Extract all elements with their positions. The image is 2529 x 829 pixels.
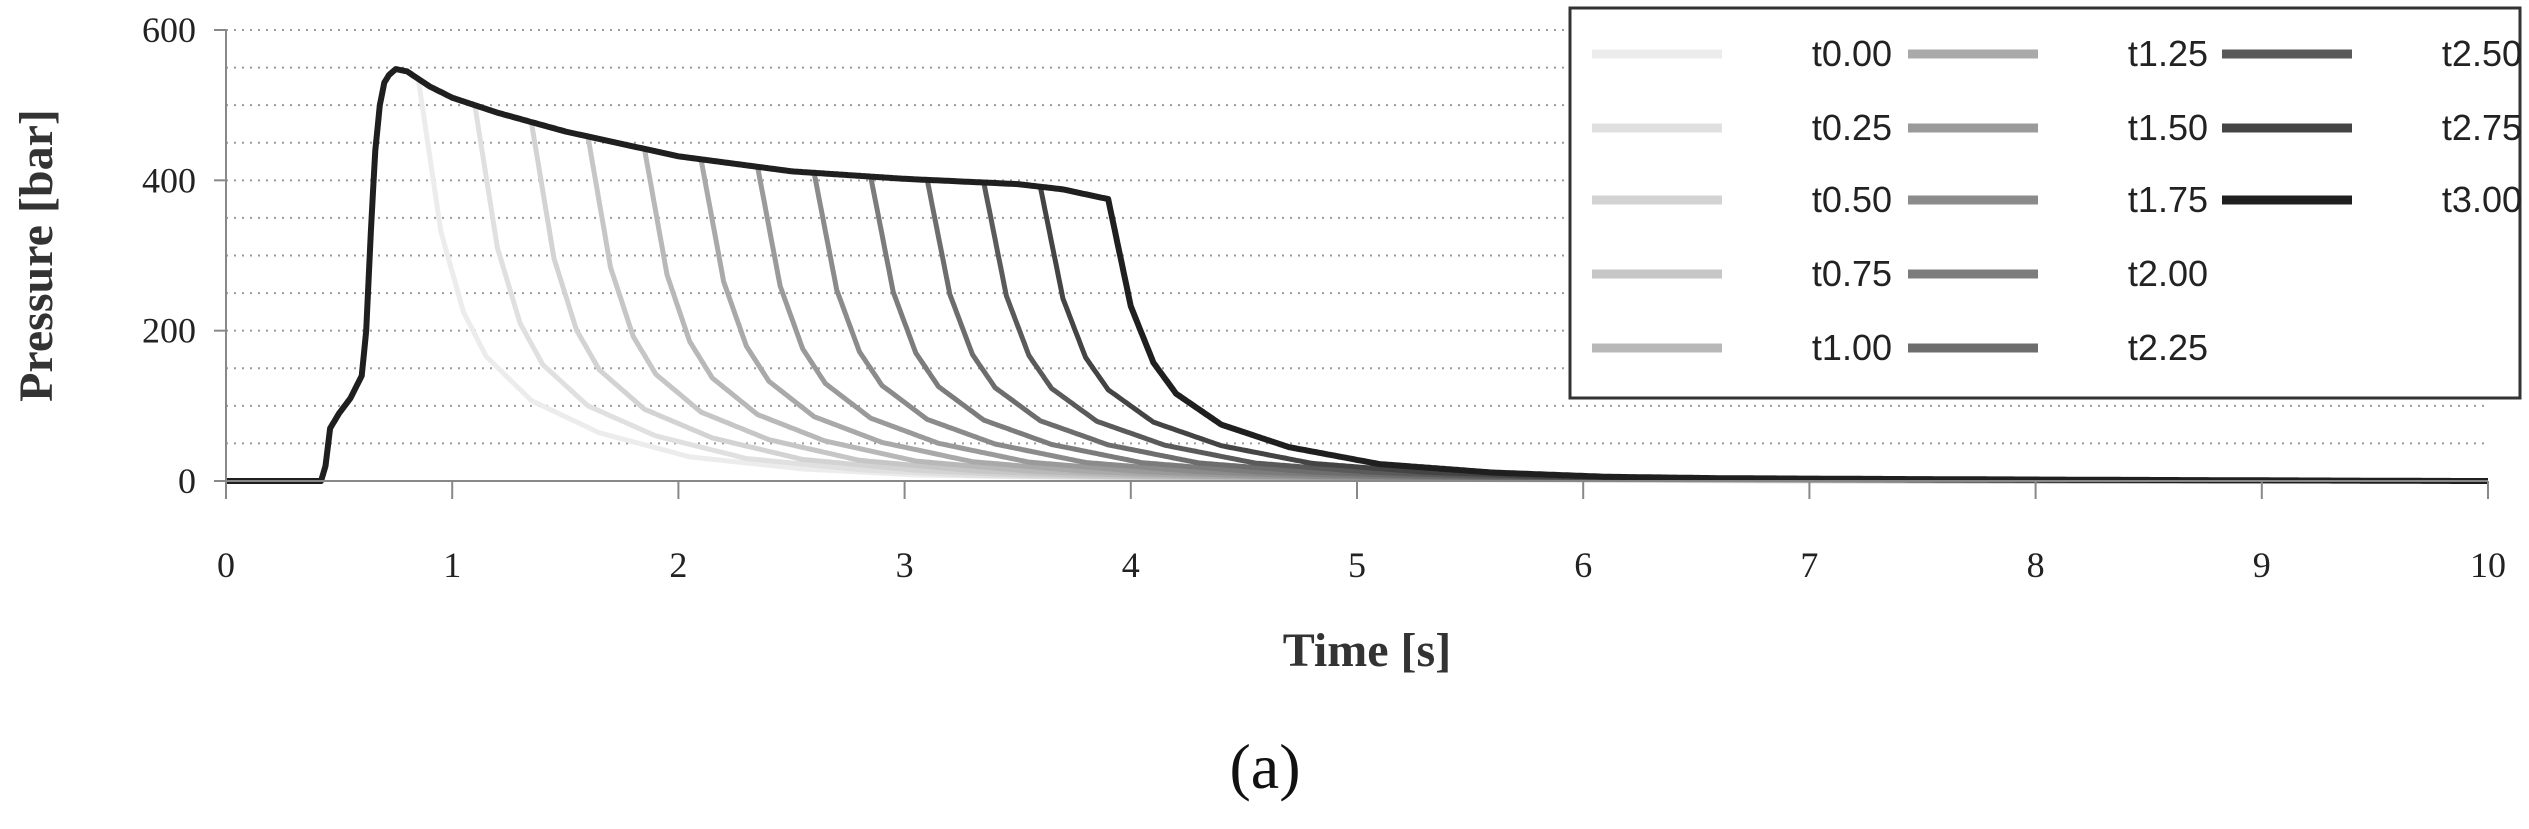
legend-label: t0.00 (1812, 33, 1892, 74)
x-tick-label: 5 (1348, 545, 1366, 585)
legend-label: t3.00 (2442, 179, 2522, 220)
legend-item-t0-25: t0.25 (1592, 107, 1892, 148)
legend-item-t3-00: t3.00 (2222, 179, 2522, 220)
legend-label: t2.50 (2442, 33, 2522, 74)
legend-label: t0.75 (1812, 253, 1892, 294)
x-tick-label: 1 (443, 545, 461, 585)
legend-item-t1-00: t1.00 (1592, 327, 1892, 368)
x-tick-label: 0 (217, 545, 235, 585)
legend-label: t1.00 (1812, 327, 1892, 368)
legend-item-t2-75: t2.75 (2222, 107, 2522, 148)
legend-label: t2.25 (2128, 327, 2208, 368)
x-tick-labels: 0 1 2 3 4 5 6 7 8 9 10 (217, 481, 2506, 585)
legend-item-t0-75: t0.75 (1592, 253, 1892, 294)
y-tick-labels: 0 200 400 600 (142, 10, 226, 501)
legend-item-t0-00: t0.00 (1592, 33, 1892, 74)
legend-label: t1.75 (2128, 179, 2208, 220)
x-tick-label: 10 (2470, 545, 2506, 585)
figure-caption: (a) (1229, 731, 1300, 802)
legend-box (1568, 6, 2522, 400)
legend-label: t2.00 (2128, 253, 2208, 294)
y-tick-label: 0 (178, 461, 196, 501)
y-axis-title: Pressure [bar] (10, 109, 63, 402)
legend-item-t0-50: t0.50 (1592, 179, 1892, 220)
x-tick-label: 4 (1122, 545, 1140, 585)
legend-items: t0.00 t0.25 t0.50 t0.75 t1.00 t1.25 t1.50 t1.75… (1592, 33, 2522, 368)
x-tick-label: 8 (2027, 545, 2045, 585)
x-tick-label: 2 (669, 545, 687, 585)
legend-label: t0.50 (1812, 179, 1892, 220)
legend-label: t2.75 (2442, 107, 2522, 148)
legend: t0.00 t0.25 t0.50 t0.75 t1.00 t1.25 t1.50 t1.75… (1568, 6, 2522, 400)
x-tick-label: 7 (1800, 545, 1818, 585)
legend-label: t1.25 (2128, 33, 2208, 74)
y-tick-label: 200 (142, 311, 196, 351)
x-axis-title: Time [s] (1283, 624, 1451, 677)
y-tick-label: 600 (142, 10, 196, 50)
legend-label: t1.50 (2128, 107, 2208, 148)
legend-item-t2-50: t2.50 (2222, 33, 2522, 74)
legend-item-t1-25: t1.25 (1908, 33, 2208, 74)
legend-item-t1-75: t1.75 (1908, 179, 2208, 220)
legend-item-t2-25: t2.25 (1908, 327, 2208, 368)
legend-item-t2-00: t2.00 (1908, 253, 2208, 294)
y-tick-label: 400 (142, 160, 196, 200)
x-tick-label: 6 (1574, 545, 1592, 585)
legend-item-t1-50: t1.50 (1908, 107, 2208, 148)
legend-label: t0.25 (1812, 107, 1892, 148)
x-tick-label: 9 (2253, 545, 2271, 585)
series-line-t3-00 (225, 66, 2489, 484)
x-tick-label: 3 (896, 545, 914, 585)
